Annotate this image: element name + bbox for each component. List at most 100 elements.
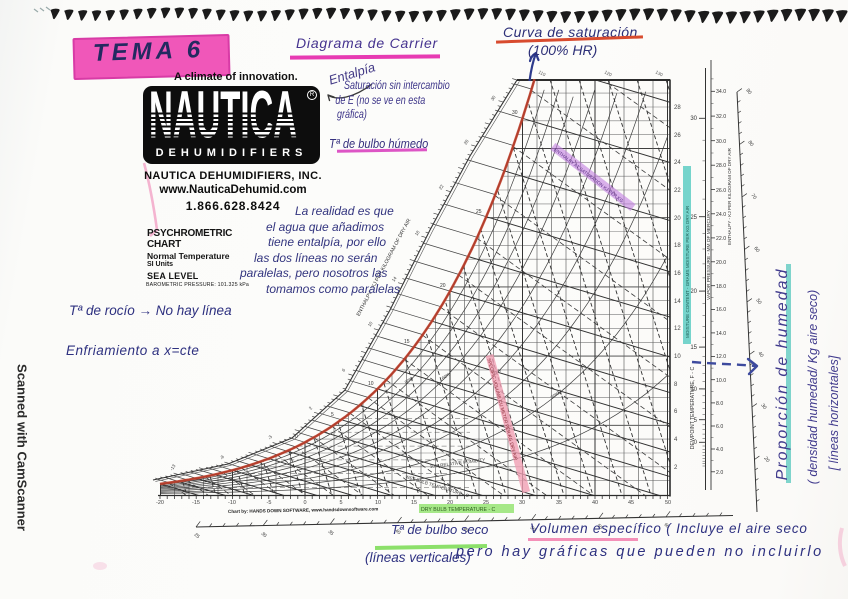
svg-text:-20: -20 <box>156 500 164 506</box>
svg-text:30: 30 <box>759 403 767 411</box>
svg-text:80: 80 <box>746 140 754 148</box>
svg-text:55: 55 <box>596 523 604 531</box>
svg-text:0: 0 <box>303 500 306 506</box>
svg-text:6: 6 <box>674 409 678 415</box>
svg-text:26.0: 26.0 <box>716 188 726 194</box>
svg-text:10% RELATIVE HUMIDITY: 10% RELATIVE HUMIDITY <box>430 457 486 469</box>
svg-text:DEWPOINT TEMPERATURE, F - C: DEWPOINT TEMPERATURE, F - C <box>690 367 696 450</box>
svg-text:2.0: 2.0 <box>716 470 723 476</box>
svg-text:6: 6 <box>341 367 347 372</box>
svg-text:30: 30 <box>512 110 518 116</box>
svg-text:110: 110 <box>538 69 547 77</box>
svg-text:70: 70 <box>749 193 757 201</box>
svg-text:10: 10 <box>367 320 374 327</box>
svg-text:14: 14 <box>674 299 681 305</box>
svg-text:-8: -8 <box>219 454 226 461</box>
svg-text:18: 18 <box>414 229 421 236</box>
svg-text:2: 2 <box>674 465 678 471</box>
svg-text:30: 30 <box>519 500 525 506</box>
svg-text:24: 24 <box>674 160 681 166</box>
svg-text:4: 4 <box>674 437 678 443</box>
svg-text:35: 35 <box>327 529 335 537</box>
svg-text:20: 20 <box>690 289 697 295</box>
svg-text:25: 25 <box>483 500 489 506</box>
svg-text:5: 5 <box>339 500 342 506</box>
svg-text:14: 14 <box>391 275 398 282</box>
svg-text:15: 15 <box>404 339 410 345</box>
svg-text:4.0: 4.0 <box>716 447 723 453</box>
svg-text:10: 10 <box>690 387 697 393</box>
svg-text:26: 26 <box>674 133 681 139</box>
svg-text:10: 10 <box>368 381 374 387</box>
svg-text:45: 45 <box>462 526 470 534</box>
svg-text:25: 25 <box>193 532 201 540</box>
svg-text:-15: -15 <box>192 500 200 506</box>
svg-text:40: 40 <box>756 351 764 359</box>
svg-text:-5: -5 <box>267 500 272 506</box>
svg-text:20%: 20% <box>550 391 560 400</box>
svg-text:34.0: 34.0 <box>716 89 726 95</box>
svg-text:45: 45 <box>628 500 634 506</box>
svg-text:24.0: 24.0 <box>716 212 726 218</box>
svg-text:12: 12 <box>674 326 681 332</box>
svg-text:120: 120 <box>604 69 614 77</box>
svg-text:22: 22 <box>438 183 445 190</box>
svg-text:Chart by: HANDS DOWN SOFTWARE,: Chart by: HANDS DOWN SOFTWARE, www.hands… <box>228 506 378 514</box>
svg-text:35: 35 <box>556 500 562 506</box>
svg-text:DRY BULB TEMPERATURE - C: DRY BULB TEMPERATURE - C <box>421 507 496 513</box>
svg-text:20: 20 <box>674 216 681 222</box>
svg-text:MOISTURE CONTENT - GRAMS MOIST: MOISTURE CONTENT - GRAMS MOISTURE PER KG… <box>685 205 690 338</box>
svg-text:50: 50 <box>665 500 671 506</box>
svg-text:VAPOR PRESSURE - MM OF MERCURY: VAPOR PRESSURE - MM OF MERCURY <box>706 209 712 300</box>
svg-text:22.0: 22.0 <box>716 236 726 242</box>
svg-text:22: 22 <box>674 188 681 194</box>
svg-text:30: 30 <box>690 116 697 122</box>
svg-text:8.0: 8.0 <box>716 401 723 407</box>
svg-text:0: 0 <box>295 434 298 440</box>
svg-text:30.0: 30.0 <box>716 139 726 145</box>
svg-text:50: 50 <box>754 298 762 306</box>
svg-text:12.0: 12.0 <box>716 354 726 360</box>
svg-text:-10: -10 <box>228 500 236 506</box>
svg-text:ENTHALPY - KJ PER KILOGRAM OF: ENTHALPY - KJ PER KILOGRAM OF DRY AIR <box>727 147 732 245</box>
svg-text:28: 28 <box>674 105 681 111</box>
svg-text:ENTHALPY AT SATURATION KJ PER: ENTHALPY AT SATURATION KJ PER KG <box>553 147 625 204</box>
svg-text:8: 8 <box>674 382 678 388</box>
svg-text:10.0: 10.0 <box>716 378 726 384</box>
svg-text:90: 90 <box>744 88 752 96</box>
svg-text:0: 0 <box>694 440 698 446</box>
svg-text:40: 40 <box>394 528 402 536</box>
svg-text:18.0: 18.0 <box>716 284 726 290</box>
svg-text:30: 30 <box>260 531 268 539</box>
svg-text:16.0: 16.0 <box>716 307 726 313</box>
svg-text:2: 2 <box>308 405 314 410</box>
svg-text:18: 18 <box>674 243 681 249</box>
svg-text:130: 130 <box>655 69 665 77</box>
svg-text:50: 50 <box>529 525 537 533</box>
svg-text:5: 5 <box>694 418 698 424</box>
svg-text:40: 40 <box>592 500 598 506</box>
svg-text:25: 25 <box>476 209 482 215</box>
svg-text:20: 20 <box>440 283 446 289</box>
svg-text:15: 15 <box>690 345 697 351</box>
svg-text:80%: 80% <box>404 376 414 385</box>
svg-text:-3: -3 <box>267 434 274 441</box>
svg-text:20: 20 <box>447 500 453 506</box>
svg-text:60: 60 <box>752 246 760 254</box>
svg-text:26: 26 <box>463 138 470 145</box>
svg-text:-13: -13 <box>169 463 177 472</box>
svg-text:15: 15 <box>411 500 417 506</box>
svg-text:20.0: 20.0 <box>716 260 726 266</box>
svg-text:28.0: 28.0 <box>716 163 726 169</box>
svg-text:10: 10 <box>375 500 381 506</box>
svg-text:32.0: 32.0 <box>716 114 726 120</box>
svg-text:10: 10 <box>674 354 681 360</box>
svg-text:16: 16 <box>674 271 681 277</box>
svg-text:30: 30 <box>490 94 497 101</box>
svg-text:6.0: 6.0 <box>716 424 723 430</box>
svg-text:60%: 60% <box>441 372 451 381</box>
svg-text:60: 60 <box>663 522 671 530</box>
svg-text:14.0: 14.0 <box>716 331 726 337</box>
svg-text:25: 25 <box>690 215 697 221</box>
svg-text:5: 5 <box>331 412 334 418</box>
